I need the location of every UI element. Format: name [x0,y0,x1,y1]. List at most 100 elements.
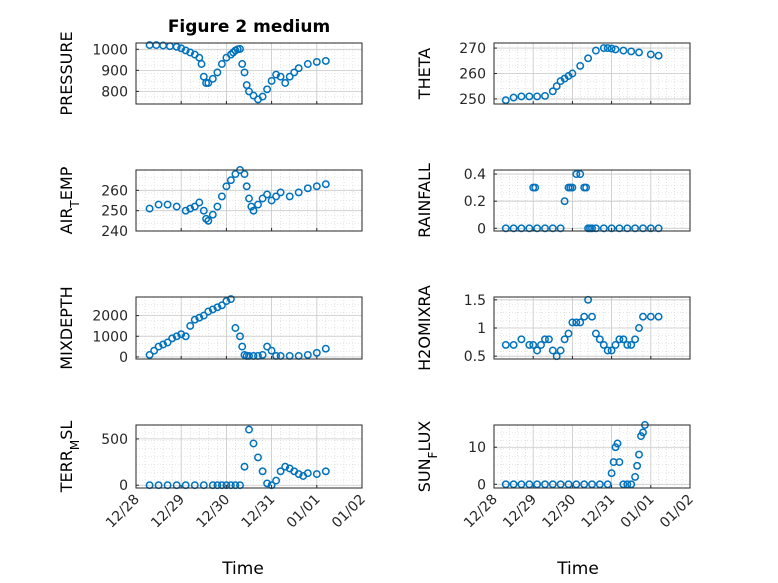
data-point [613,439,622,448]
data-point [568,183,577,192]
panel-mixdepth: 0 1000 2000 MIXDEPTH [57,286,363,370]
data-point [163,200,172,209]
data-point [582,183,591,192]
y-axis-label-tail: EMP [57,166,76,200]
data-point [217,301,226,310]
data-point [181,46,190,55]
data-point [633,461,642,470]
data-point [267,196,276,205]
axes-box [135,169,363,232]
axes-box [493,169,691,232]
data-point [603,480,612,489]
data-point [294,188,303,197]
data-point [537,340,545,349]
data-point [222,297,231,306]
data-point [603,346,612,355]
data-point [245,425,253,434]
data-point [240,170,249,179]
data-point [249,439,258,448]
data-point [190,315,199,324]
data-point [231,170,240,179]
data-point [564,480,573,489]
data-point [556,346,565,355]
axes-box [135,296,363,360]
data-point [195,198,204,207]
y-tick-label: 270 [459,41,486,57]
y-tick-label: 1 [477,321,486,337]
data-point [163,338,172,347]
axes-box [493,296,691,360]
x-tick-label: 12/30 [193,492,233,532]
data-point [186,48,195,57]
data-point [533,346,542,355]
data-point [533,92,542,101]
data-point [303,350,312,359]
y-tick-label: 0 [477,477,486,493]
data-point [595,480,604,489]
data-point [247,202,256,211]
y-tick-label: 0.2 [464,194,486,210]
data-point [635,48,643,57]
data-point [654,312,663,321]
data-point [154,342,163,351]
data-point [236,332,244,341]
panel-sun: 0 10 SUNFLUX 12/28 12/29 12/30 12/31 01/01 01/02… [415,421,697,579]
data-point [591,329,600,338]
data-point [517,92,526,101]
data-point [525,480,534,489]
data-point [245,194,253,203]
data-point [222,182,231,191]
data-point [615,458,624,467]
data-point [172,42,181,51]
chart-title: Figure 2 medium [168,17,330,37]
data-point [564,329,573,338]
data-point [303,469,312,478]
panel-theta: 250 260 270 THETA [415,41,691,108]
y-axis-label-main: THETA [415,48,434,100]
data-point [181,332,190,341]
data-point [312,470,321,479]
data-point [303,60,312,68]
data-point [603,44,612,53]
data-point [572,170,581,179]
y-axis-label: THETA [415,48,434,100]
y-axis-label-main: RAINFALL [415,163,434,238]
data-point [599,44,608,53]
data-point [588,312,596,321]
data-point [254,453,262,462]
data-point [541,91,549,100]
data-point [242,182,251,191]
x-tick-label: 12/28 [461,492,501,532]
plot-area [136,425,362,488]
data-point [263,479,272,488]
axes-box [493,424,691,489]
data-point [588,480,596,489]
data-point [303,184,312,193]
data-point [541,335,549,344]
data-point [560,335,569,344]
data-point [159,340,168,349]
data-point [615,335,624,344]
data-point [272,476,281,485]
data-point [619,335,628,344]
data-point [204,216,213,225]
data-point [272,70,281,79]
y-tick-label: 0.5 [464,349,486,365]
data-point [509,93,518,102]
data-point [529,340,538,349]
data-point [533,480,542,489]
data-point [294,470,303,479]
y-tick-label: 0.4 [464,167,486,183]
data-point [213,202,222,211]
y-axis-label-tail: LUX [415,421,434,452]
data-point [623,480,632,489]
data-point [202,214,211,223]
y-axis-label: H2OMIXRA [415,285,434,371]
plot-area [494,425,690,488]
data-point [172,332,181,341]
data-point [568,318,577,327]
data-point [611,340,620,349]
data-point [627,340,636,349]
data-point [576,318,585,327]
x-tick-label: 12/31 [239,492,279,532]
